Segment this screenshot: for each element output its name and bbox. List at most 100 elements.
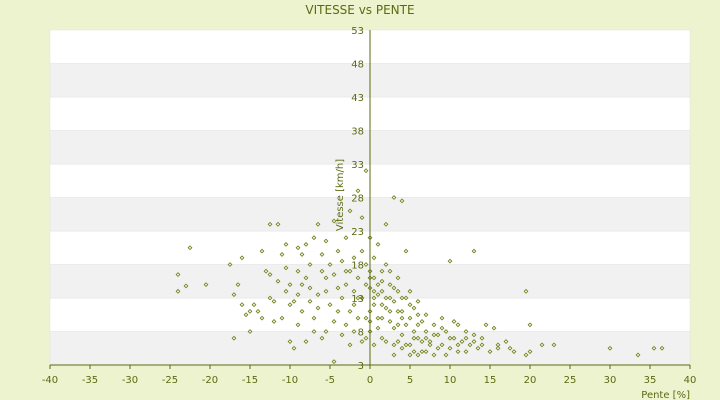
data-point <box>291 298 297 304</box>
data-point <box>455 322 461 328</box>
x-tick-label: 35 <box>644 375 657 386</box>
data-point <box>447 258 453 264</box>
data-point <box>467 342 473 348</box>
x-tick-label: 25 <box>564 375 577 386</box>
data-point <box>423 349 429 355</box>
data-point <box>399 198 405 204</box>
data-point <box>355 295 361 301</box>
data-point <box>607 345 613 351</box>
data-point <box>387 282 393 288</box>
data-point <box>455 342 461 348</box>
axes <box>49 30 691 369</box>
x-tick-label: -35 <box>82 375 98 386</box>
data-point <box>331 272 337 277</box>
data-point <box>283 265 289 271</box>
data-point <box>399 315 405 321</box>
y-tick-label: 18 <box>351 261 364 272</box>
data-point <box>175 272 181 277</box>
data-point <box>239 255 245 261</box>
data-point <box>287 282 293 288</box>
data-point <box>427 339 433 344</box>
data-point <box>375 292 381 298</box>
data-point <box>491 325 497 331</box>
data-point <box>299 282 305 288</box>
data-point <box>403 295 409 301</box>
data-point <box>483 322 489 328</box>
data-point <box>363 315 369 321</box>
data-point <box>399 308 405 314</box>
data-point <box>299 308 305 314</box>
x-tick-label: 20 <box>524 375 537 386</box>
data-point <box>411 349 417 355</box>
data-point <box>307 298 313 304</box>
data-point <box>295 268 301 274</box>
data-point <box>439 325 445 331</box>
x-tick-label: 30 <box>604 375 617 386</box>
data-point <box>411 329 417 334</box>
data-point <box>411 335 417 341</box>
data-point <box>419 349 425 355</box>
data-point <box>539 342 545 348</box>
data-point <box>275 221 281 227</box>
x-tick-label: -30 <box>122 375 138 386</box>
data-point <box>487 349 493 355</box>
data-point <box>371 295 377 301</box>
data-point <box>295 245 301 251</box>
data-point <box>331 218 337 224</box>
data-point <box>395 288 401 294</box>
data-point <box>507 345 513 351</box>
data-point <box>495 342 501 348</box>
data-point <box>403 342 409 348</box>
data-point <box>247 329 253 334</box>
y-tick-label: 3 <box>358 361 364 372</box>
data-point <box>443 329 449 334</box>
data-point <box>319 252 325 257</box>
data-point <box>315 305 321 311</box>
data-point <box>239 302 245 308</box>
data-point <box>379 335 385 341</box>
data-point <box>311 329 317 334</box>
data-point <box>479 335 485 341</box>
data-point <box>323 238 329 244</box>
data-point <box>175 288 181 294</box>
data-point <box>523 288 529 294</box>
y-axis-label: Vitesse [km/h] <box>335 159 346 231</box>
data-point <box>419 339 425 344</box>
data-point <box>447 345 453 351</box>
data-point <box>527 322 533 328</box>
data-point <box>327 262 333 267</box>
data-point <box>435 332 441 338</box>
data-point <box>371 302 377 308</box>
data-point <box>395 322 401 328</box>
data-point <box>319 268 325 274</box>
data-point <box>375 315 381 321</box>
data-point <box>431 352 437 358</box>
data-point <box>299 252 305 257</box>
data-point <box>423 312 429 318</box>
data-point <box>379 278 385 284</box>
data-point <box>231 335 237 341</box>
data-point <box>415 322 421 328</box>
data-point <box>395 275 401 281</box>
data-point <box>231 292 237 298</box>
data-point <box>259 248 265 254</box>
data-point <box>363 262 369 267</box>
data-point <box>347 268 353 274</box>
data-point <box>363 282 369 288</box>
data-point <box>379 288 385 294</box>
data-point <box>355 275 361 281</box>
data-point <box>403 322 409 328</box>
data-point <box>391 285 397 291</box>
data-point <box>407 288 413 294</box>
data-point <box>407 342 413 348</box>
data-point <box>303 275 309 281</box>
data-point <box>343 322 349 328</box>
data-point <box>371 275 377 281</box>
data-point <box>659 345 665 351</box>
data-point <box>387 295 393 301</box>
data-point <box>227 262 233 267</box>
data-point <box>415 312 421 318</box>
data-point <box>451 319 457 324</box>
